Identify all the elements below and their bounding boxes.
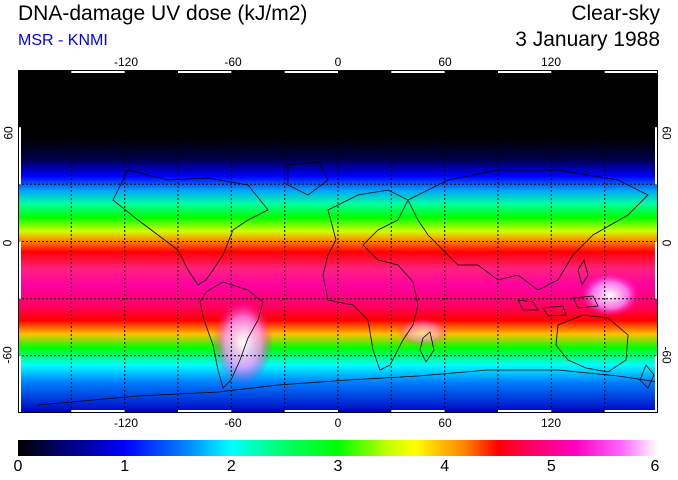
top-lon-tick: 0 [334,55,342,69]
graticule [18,70,658,413]
colorbar-tick: 2 [226,458,236,475]
top-lon-tick: 60 [438,55,452,69]
edge-scale [18,70,658,413]
uv-dose-map[interactable] [18,70,658,413]
source-label: MSR - KNMI [18,32,108,49]
uv-dose-field [18,70,658,413]
left-lat-tick: 60 [1,126,16,140]
sky-condition-label: Clear-sky [571,2,660,25]
top-lon-tick: -120 [113,55,139,69]
colorbar-tick: 5 [546,458,556,475]
map-title: DNA-damage UV dose (kJ/m2) [18,2,308,25]
top-lon-tick: -60 [224,55,242,69]
colorbar [18,440,658,456]
colorbar-tick: 3 [333,458,343,475]
colorbar-tick: 1 [120,458,130,475]
left-lat-tick: 0 [0,239,15,247]
right-lat-tick: 60 [659,126,674,140]
right-lat-tick: 0 [659,239,674,247]
bottom-lon-tick: -60 [224,416,242,430]
colorbar-tick: 6 [650,458,660,475]
colorbar-tick: 0 [13,458,23,475]
bottom-lon-tick: -120 [113,416,139,430]
top-lon-tick: 120 [540,55,562,69]
bottom-lon-tick: 120 [540,416,562,430]
left-lat-tick: -60 [0,346,15,364]
bottom-lon-tick: 0 [334,416,342,430]
date-label: 3 January 1988 [515,28,660,51]
bottom-lon-tick: 60 [438,416,452,430]
right-lat-tick: -60 [659,346,674,364]
colorbar-tick: 4 [440,458,450,475]
